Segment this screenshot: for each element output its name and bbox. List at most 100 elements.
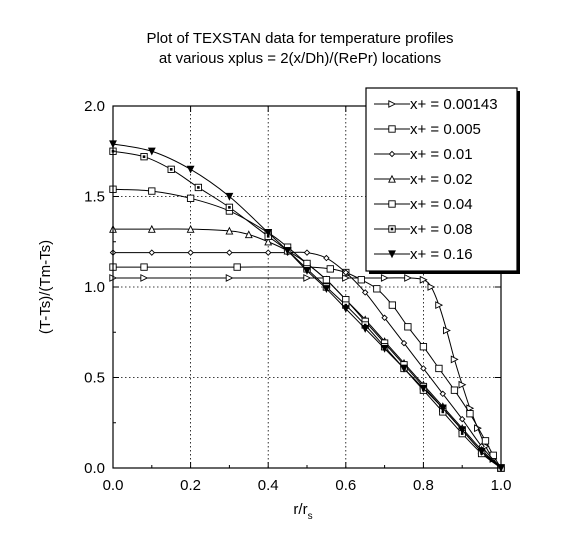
data-point-core bbox=[197, 186, 200, 189]
x-tick-label: 0.6 bbox=[335, 477, 356, 494]
data-point bbox=[400, 339, 408, 347]
data-point bbox=[283, 247, 292, 256]
data-point bbox=[187, 249, 194, 256]
data-point bbox=[419, 275, 428, 284]
data-point bbox=[419, 343, 428, 351]
data-point bbox=[225, 274, 234, 282]
data-point bbox=[342, 269, 350, 276]
legend-entry: x+ = 0.08 bbox=[374, 221, 473, 238]
legend: x+ = 0.00143 x+ = 0.005 x+ = 0.01 x+ = 0.02… bbox=[365, 87, 520, 274]
data-point bbox=[420, 365, 427, 372]
data-point bbox=[147, 224, 156, 233]
data-point bbox=[388, 301, 397, 309]
legend-marker bbox=[388, 174, 396, 183]
data-point bbox=[186, 194, 195, 202]
series-line bbox=[112, 266, 502, 469]
data-point bbox=[450, 355, 459, 364]
data-point bbox=[443, 326, 451, 335]
data-point bbox=[264, 229, 273, 237]
series-7 bbox=[109, 140, 505, 473]
data-point bbox=[404, 323, 412, 331]
data-point bbox=[140, 263, 148, 271]
chart-title-line-1: Plot of TEXSTAN data for temperature pro… bbox=[146, 30, 453, 47]
data-point bbox=[381, 314, 388, 322]
data-point bbox=[380, 344, 389, 353]
legend-marker-core bbox=[390, 227, 394, 231]
data-point bbox=[140, 274, 149, 282]
data-point bbox=[439, 390, 447, 398]
data-point bbox=[148, 249, 156, 256]
data-point bbox=[380, 274, 389, 282]
series-line bbox=[112, 251, 502, 469]
data-point bbox=[225, 192, 234, 201]
legend-entry: x+ = 0.02 bbox=[374, 171, 473, 188]
data-point bbox=[264, 249, 272, 256]
legend-marker bbox=[388, 125, 396, 133]
data-point bbox=[323, 254, 330, 262]
legend-label: x+ = 0.04 bbox=[410, 196, 473, 213]
data-point bbox=[361, 324, 370, 333]
legend-label: x+ = 0.08 bbox=[410, 221, 473, 238]
data-point bbox=[357, 276, 365, 284]
data-point bbox=[481, 437, 490, 445]
data-point bbox=[361, 289, 369, 296]
data-point bbox=[419, 384, 428, 393]
data-point bbox=[226, 249, 233, 256]
x-tick-label: 1.0 bbox=[491, 477, 512, 494]
x-axis-label: r/rs bbox=[293, 501, 312, 522]
x-tick-label: 0.4 bbox=[258, 477, 279, 494]
data-point bbox=[438, 404, 447, 413]
legend-label: x+ = 0.00143 bbox=[410, 96, 498, 113]
data-point bbox=[435, 301, 444, 310]
legend-label: x+ = 0.01 bbox=[410, 146, 473, 163]
data-point bbox=[225, 226, 234, 235]
data-point bbox=[435, 364, 443, 373]
chart-title-line-2: at various xplus = 2(x/Dh)/(RePr) locati… bbox=[159, 50, 441, 67]
data-point bbox=[341, 305, 350, 313]
legend-entry: x+ = 0.01 bbox=[374, 146, 473, 163]
data-point bbox=[303, 274, 312, 282]
data-point bbox=[458, 426, 467, 435]
data-point bbox=[489, 451, 497, 459]
y-tick-label: 0.0 bbox=[84, 460, 105, 477]
y-tick-label: 2.0 bbox=[84, 98, 105, 115]
data-point bbox=[404, 274, 413, 282]
data-point bbox=[458, 380, 467, 389]
tick-layer: 0.0 0.2 0.4 0.6 0.8 1.0 0.0 0.5 1.0 1.5 2.0 bbox=[84, 98, 511, 494]
x-axis-label-main: r/r bbox=[293, 501, 307, 518]
data-point bbox=[186, 224, 195, 233]
data-point bbox=[427, 283, 436, 291]
data-point bbox=[244, 230, 253, 239]
y-tick-label: 0.5 bbox=[84, 370, 105, 387]
data-point bbox=[186, 165, 195, 174]
data-point bbox=[303, 249, 311, 256]
series-1 bbox=[109, 274, 506, 472]
data-point bbox=[322, 276, 331, 284]
data-point bbox=[148, 187, 156, 195]
data-point bbox=[342, 274, 351, 282]
y-axis-label: (T-Ts)/(Tm-Ts) bbox=[37, 240, 54, 334]
legend-marker bbox=[388, 250, 396, 259]
data-point bbox=[466, 410, 474, 418]
data-point bbox=[303, 267, 311, 275]
legend-marker bbox=[388, 100, 397, 108]
data-point bbox=[147, 147, 156, 156]
data-point bbox=[322, 285, 331, 294]
legend-entry: x+ = 0.00143 bbox=[374, 96, 498, 113]
y-tick-label: 1.5 bbox=[84, 189, 105, 206]
x-tick-label: 0.2 bbox=[180, 477, 201, 494]
data-point-core bbox=[142, 155, 146, 158]
legend-marker bbox=[388, 200, 396, 208]
x-tick-label: 0.8 bbox=[413, 477, 434, 494]
data-point bbox=[233, 263, 241, 271]
data-point-core bbox=[228, 206, 231, 209]
legend-label: x+ = 0.02 bbox=[410, 171, 473, 188]
x-axis-label-subscript: s bbox=[308, 511, 313, 522]
data-point-core bbox=[169, 168, 173, 171]
series-line bbox=[113, 277, 502, 469]
data-point bbox=[450, 386, 459, 394]
legend-label: x+ = 0.16 bbox=[410, 246, 473, 263]
legend-label: x+ = 0.005 bbox=[410, 121, 481, 138]
